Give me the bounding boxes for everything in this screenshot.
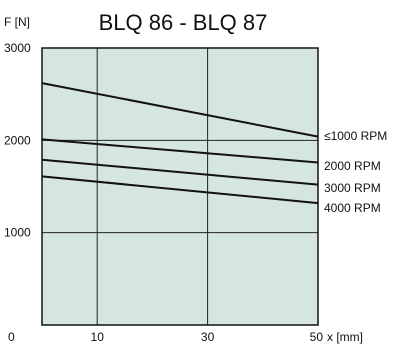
series-line <box>41 158 319 186</box>
series-label: 4000 RPM <box>324 201 381 215</box>
y-tick-label: 3000 <box>4 41 31 55</box>
series-label: 3000 RPM <box>324 181 381 195</box>
y-axis-label: F [N] <box>4 15 30 29</box>
series-labels: ≤1000 RPM 2000 RPM 3000 RPM 4000 RPM <box>324 129 387 215</box>
series-label: 2000 RPM <box>324 159 381 173</box>
series-line <box>41 82 319 138</box>
x-tick-label: 30 <box>201 330 215 344</box>
plot-area <box>42 48 318 325</box>
tick-labels: 0 10 30 50 1000 2000 3000 <box>4 41 323 344</box>
series-line <box>41 175 319 205</box>
x-axis-label: x [mm] <box>327 330 363 344</box>
x-tick-label: 10 <box>91 330 105 344</box>
series-lines <box>41 82 319 205</box>
series-label: ≤1000 RPM <box>324 129 387 143</box>
chart-title: BLQ 86 - BLQ 87 <box>99 10 268 35</box>
y-tick-label: 2000 <box>4 133 31 147</box>
x-tick-label: 0 <box>8 330 15 344</box>
y-tick-label: 1000 <box>4 226 31 240</box>
series-line <box>41 138 319 164</box>
grid <box>42 48 318 325</box>
plot-frame <box>41 47 319 326</box>
x-tick-label: 50 <box>310 330 324 344</box>
